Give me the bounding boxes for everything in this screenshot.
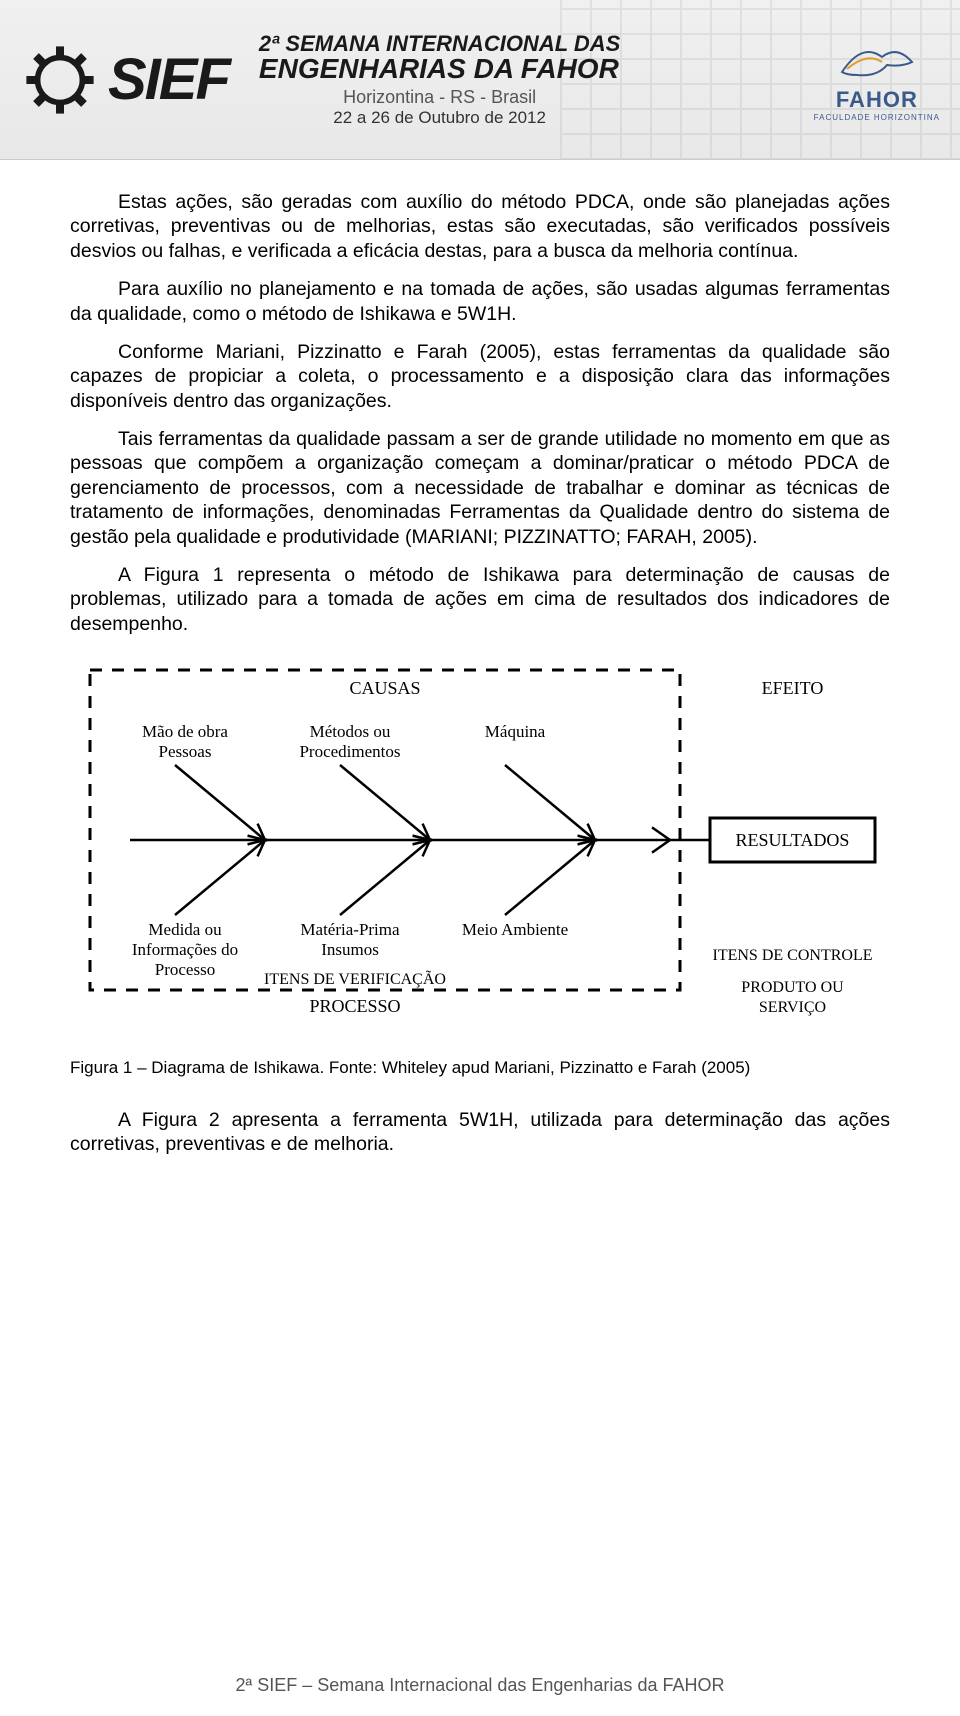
svg-text:Processo: Processo — [155, 960, 215, 979]
svg-text:RESULTADOS: RESULTADOS — [736, 830, 850, 850]
paragraph-1: Estas ações, são geradas com auxílio do … — [70, 190, 890, 263]
figure-1-caption: Figura 1 – Diagrama de Ishikawa. Fonte: … — [70, 1058, 890, 1078]
paragraph-2: Para auxílio no planejamento e na tomada… — [70, 277, 890, 326]
gear-icon — [20, 40, 100, 120]
svg-text:Meio Ambiente: Meio Ambiente — [462, 920, 568, 939]
svg-text:Métodos ou: Métodos ou — [310, 722, 391, 741]
paragraph-6: A Figura 2 apresenta a ferramenta 5W1H, … — [70, 1108, 890, 1157]
header-banner: SIEF 2ª SEMANA INTERNACIONAL DAS ENGENHA… — [0, 0, 960, 160]
title-line2: ENGENHARIAS DA FAHOR — [259, 53, 620, 85]
svg-text:Máquina: Máquina — [485, 722, 546, 741]
svg-text:SERVIÇO: SERVIÇO — [759, 999, 826, 1016]
svg-text:Insumos: Insumos — [321, 940, 379, 959]
paragraph-4: Tais ferramentas da qualidade passam a s… — [70, 427, 890, 549]
svg-text:Matéria-Prima: Matéria-Prima — [300, 920, 400, 939]
paragraph-3: Conforme Mariani, Pizzinatto e Farah (20… — [70, 340, 890, 413]
paragraph-5: A Figura 1 representa o método de Ishika… — [70, 563, 890, 636]
svg-text:Mão de obra: Mão de obra — [142, 722, 228, 741]
figure-1: CAUSAS EFEITO RESULTADOS Mão de obraPessoas… — [70, 650, 890, 1050]
content-area: Estas ações, são geradas com auxílio do … — [0, 160, 960, 1157]
sief-text: SIEF — [108, 46, 229, 113]
fahor-logo: FAHOR FACULDADE HORIZONTINA — [814, 37, 940, 122]
page-footer: 2ª SIEF – Semana Internacional das Engen… — [0, 1675, 960, 1696]
sief-logo: SIEF — [20, 40, 229, 120]
header-title-block: 2ª SEMANA INTERNACIONAL DAS ENGENHARIAS … — [259, 31, 620, 128]
svg-text:EFEITO: EFEITO — [762, 678, 824, 698]
fahor-text: FAHOR — [814, 87, 940, 113]
svg-text:PROCESSO: PROCESSO — [309, 996, 400, 1016]
ishikawa-diagram: CAUSAS EFEITO RESULTADOS Mão de obraPessoas… — [70, 650, 890, 1050]
svg-text:CAUSAS: CAUSAS — [349, 678, 420, 698]
subtitle-date: 22 a 26 de Outubro de 2012 — [259, 108, 620, 128]
svg-text:PRODUTO OU: PRODUTO OU — [741, 979, 844, 996]
svg-text:Pessoas: Pessoas — [159, 742, 212, 761]
svg-text:ITENS DE VERIFICAÇÃO: ITENS DE VERIFICAÇÃO — [264, 970, 446, 988]
svg-text:Informações do: Informações do — [132, 940, 238, 959]
svg-text:Medida ou: Medida ou — [148, 920, 222, 939]
fahor-bird-icon — [832, 37, 922, 87]
svg-text:ITENS DE CONTROLE: ITENS DE CONTROLE — [713, 947, 873, 964]
svg-text:Procedimentos: Procedimentos — [299, 742, 400, 761]
subtitle-location: Horizontina - RS - Brasil — [259, 87, 620, 108]
fahor-subtitle: FACULDADE HORIZONTINA — [814, 113, 940, 122]
